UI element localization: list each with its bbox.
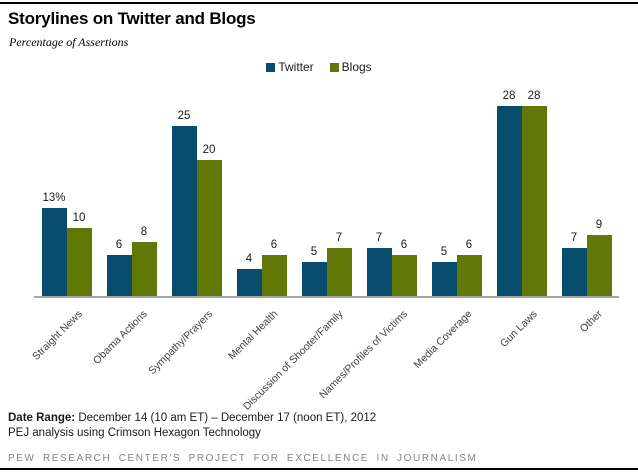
bar-blogs: 10 (66, 212, 92, 296)
bar-value-label: 6 (400, 239, 408, 252)
bar-value-label: 10 (72, 212, 86, 224)
bar-value-label: 6 (465, 239, 473, 252)
branding-line: PEW RESEARCH CENTER'S PROJECT FOR EXCELL… (8, 453, 478, 464)
bar-value-label: 13% (42, 191, 66, 204)
bar-value-label: 5 (440, 246, 448, 258)
bar-twitter: 4 (236, 253, 262, 296)
bar-value-label: 28 (527, 89, 541, 102)
x-axis-label: Mental Health (225, 308, 280, 363)
bar-value-label: 25 (177, 110, 191, 122)
x-axis-label: Media Coverage (412, 308, 475, 371)
chart-subtitle: Percentage of Assertions (9, 35, 129, 49)
legend-label: Blogs (341, 60, 372, 74)
bottom-border-rule (0, 468, 638, 470)
legend-item-twitter: Twitter (266, 60, 314, 74)
bar-value-label: 5 (310, 246, 318, 258)
bar-chart-plot-area: 13% 10 6 8 25 20 4 6 5 7 7 6 5 6 28 28 7 9 (34, 85, 619, 298)
bar-twitter: 28 (496, 90, 522, 296)
bar-twitter: 13% (41, 192, 67, 296)
bar-group: 28 28 (489, 85, 554, 296)
bar-twitter: 7 (366, 232, 392, 296)
bar-twitter: 6 (106, 239, 132, 296)
bar-value-label: 7 (335, 232, 343, 245)
date-range-label: Date Range: (8, 412, 76, 424)
bar-blogs: 7 (326, 232, 352, 296)
legend-label: Twitter (278, 60, 314, 74)
bar-twitter: 25 (171, 110, 197, 296)
bar-group: 13% 10 (34, 85, 99, 296)
bar-value-label: 9 (595, 218, 603, 231)
date-range-note: Date Range: December 14 (10 am ET) – Dec… (8, 412, 376, 424)
bar-twitter: 5 (431, 246, 457, 296)
bar-blogs: 6 (456, 239, 482, 296)
top-border-rule (0, 2, 638, 4)
bar-blogs: 8 (131, 226, 157, 296)
bar-blogs: 6 (261, 239, 287, 296)
legend-swatch-blogs (329, 62, 339, 72)
bar-blogs: 6 (391, 239, 417, 296)
chart-title: Storylines on Twitter and Blogs (8, 9, 256, 28)
x-axis-label: Sympathy/Prayers (145, 308, 215, 378)
bar-value-label: 6 (115, 239, 123, 252)
bar-value-label: 7 (375, 232, 383, 245)
bar-blogs: 20 (196, 144, 222, 296)
date-range-value: December 14 (10 am ET) – December 17 (no… (78, 412, 377, 424)
x-axis-label: Gun Laws (498, 308, 540, 350)
bar-value-label: 8 (140, 225, 148, 238)
analysis-note: PEJ analysis using Crimson Hexagon Techn… (8, 427, 261, 439)
legend-swatch-twitter (266, 62, 276, 72)
x-axis-labels: Straight News Obama Actions Sympathy/Praye… (30, 300, 619, 413)
chart-legend: Twitter Blogs (0, 60, 638, 74)
x-axis-label: Obama Actions (91, 308, 150, 367)
x-axis-label: Other (577, 308, 605, 336)
bar-twitter: 7 (561, 232, 587, 296)
bar-value-label: 20 (202, 144, 216, 156)
legend-item-blogs: Blogs (329, 60, 372, 74)
bar-twitter: 5 (301, 246, 327, 296)
bar-group: 25 20 (164, 85, 229, 296)
bar-value-label: 7 (570, 232, 578, 245)
bar-blogs: 28 (521, 90, 547, 296)
bar-value-label: 6 (270, 239, 278, 252)
bar-blogs: 9 (586, 219, 612, 296)
bar-value-label: 4 (245, 252, 253, 265)
bar-value-label: 28 (502, 89, 516, 102)
x-axis-label: Straight News (30, 308, 85, 363)
